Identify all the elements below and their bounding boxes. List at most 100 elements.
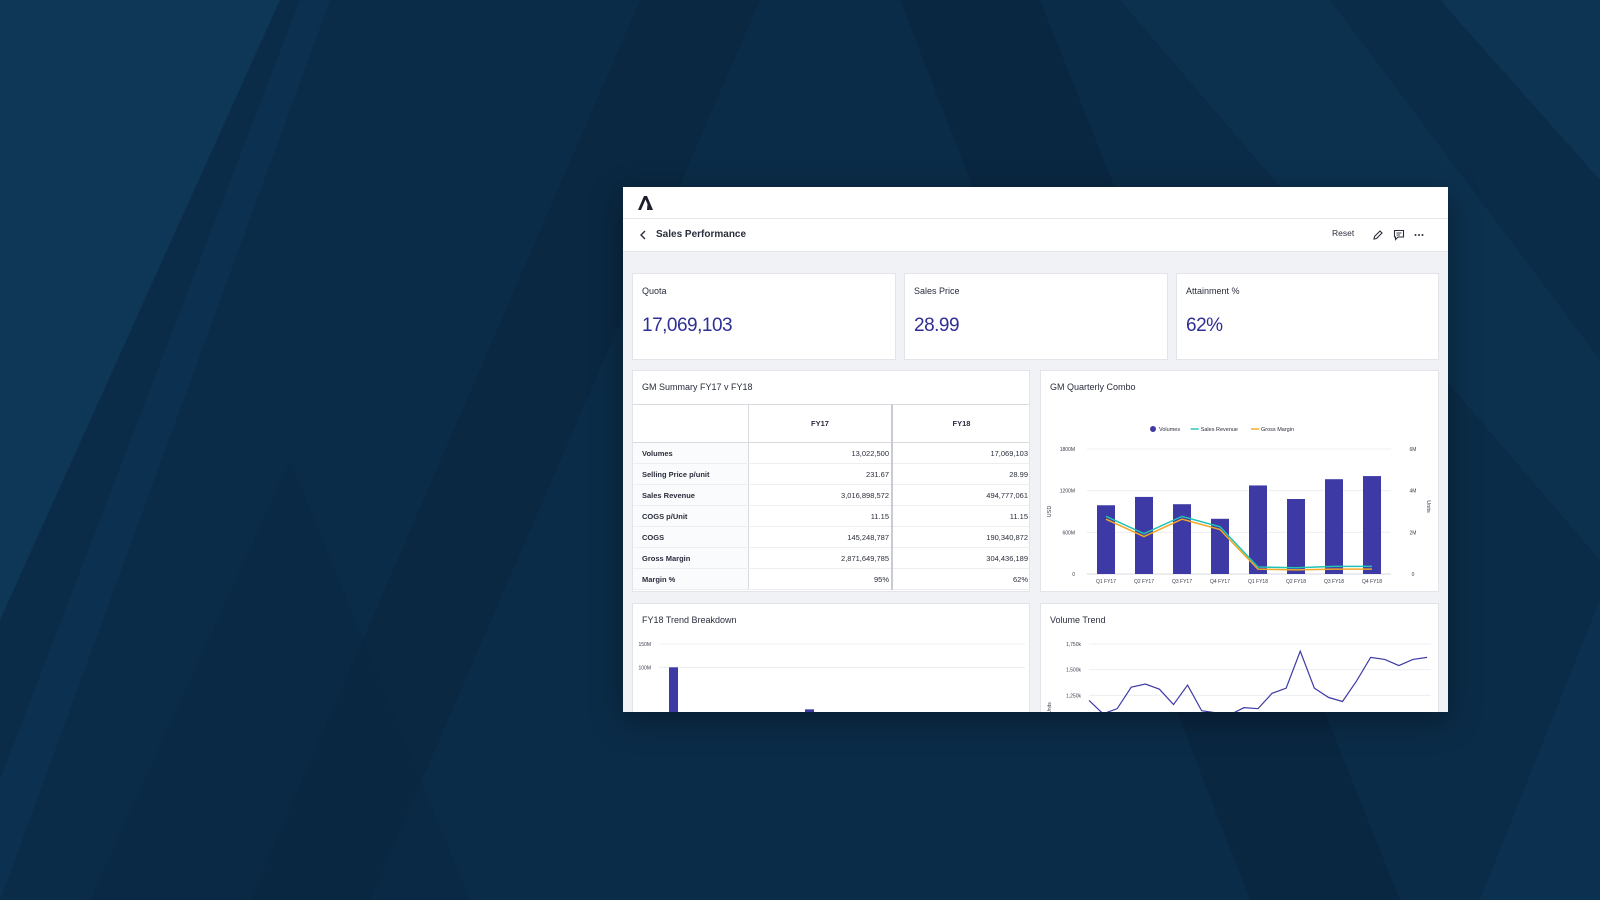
row-label: Sales Revenue [633,484,749,506]
row-label: Selling Price p/unit [633,463,749,485]
bar [805,709,814,712]
table-header-row: FY17 FY18 [633,404,1029,443]
card-title: FY18 Trend Breakdown [642,615,737,625]
row-label: COGS p/Unit [633,505,749,527]
table-row: COGS p/Unit 11.15 11.15 [633,505,1029,527]
x-tick-label: Q3 FY17 [1172,579,1192,585]
y2-tick-label: 6M [1410,447,1417,453]
x-tick-label: Q2 FY18 [1286,579,1306,585]
comment-icon[interactable] [1393,229,1405,241]
bar-volumes [1135,496,1153,574]
kpi-value: 28.99 [914,315,960,336]
fy18-trend-breakdown-card: FY18 Trend Breakdown 150M 100M [632,603,1030,712]
table-row: Sales Revenue 3,016,898,572 494,777,061 [633,484,1029,506]
table-row: Margin % 95% 62% [633,568,1029,590]
legend-label: Volumes [1159,427,1180,433]
top-bar [623,187,1448,219]
gm-summary-card: GM Summary FY17 v FY18 FY17 FY18 Volumes… [632,370,1030,592]
bar-volumes [1287,499,1305,574]
column-header-fy17: FY17 [748,404,893,443]
table-row: Gross Margin 2,871,649,785 304,436,189 [633,547,1029,569]
y-tick-label: 600M [1062,530,1075,536]
kpi-label: Quota [642,286,667,296]
cell-value: 3,016,898,572 [748,484,893,506]
card-title: Volume Trend [1050,615,1106,625]
y-tick-label: 1,750k [1066,642,1082,648]
cell-value: 62% [892,568,1029,590]
legend-marker [1150,426,1156,432]
cell-value: 11.15 [892,505,1029,527]
more-horizontal-icon[interactable] [1413,229,1425,241]
volume-trend-card: Volume Trend 1,750k 1,500k 1,250k Units [1040,603,1439,712]
brand-logo-icon[interactable] [638,196,654,210]
row-label: COGS [633,526,749,548]
cell-value: 13,022,500 [748,442,893,464]
fy18-trend-breakdown-chart: 150M 100M [638,642,1025,712]
bar-volumes [1097,505,1115,574]
bar-volumes [1363,476,1381,574]
legend-label: Sales Revenue [1201,427,1238,433]
line-volume [1088,649,1428,712]
cell-value: 2,871,649,785 [748,547,893,569]
y-tick-label: 0 [1072,572,1075,578]
row-label: Volumes [633,442,749,464]
card-title: GM Quarterly Combo [1050,382,1136,392]
y2-tick-label: 4M [1410,489,1417,495]
x-tick-label: Q1 FY17 [1096,579,1116,585]
cell-value: 145,248,787 [748,526,893,548]
volume-trend-chart: 1,750k 1,500k 1,250k Units [1047,642,1431,712]
row-label: Margin % [633,568,749,590]
gm-summary-table: FY17 FY18 Volumes 13,022,500 17,069,103 … [633,404,1029,590]
bar-volumes [1173,504,1191,574]
x-tick-label: Q1 FY18 [1248,579,1268,585]
page-title: Sales Performance [656,229,747,240]
y-axis-label: Units [1047,702,1053,712]
cell-value: 17,069,103 [892,442,1029,464]
bar [669,667,678,712]
x-tick-label: Q4 FY17 [1210,579,1230,585]
cell-value: 231.67 [748,463,893,485]
kpi-label: Sales Price [914,286,960,296]
line-sales-revenue [1105,515,1372,569]
y-tick-label: 1200M [1060,489,1075,495]
y-tick-label: 1800M [1060,447,1075,453]
y-axis-label: USD [1047,506,1053,518]
y2-axis-label: Units [1425,500,1431,513]
bar-volumes [1249,485,1267,574]
line-gross-margin [1105,518,1372,571]
y2-tick-label: 2M [1410,530,1417,536]
cell-value: 190,340,872 [892,526,1029,548]
x-tick-label: Q2 FY17 [1134,579,1154,585]
x-tick-label: Q3 FY18 [1324,579,1344,585]
gm-quarterly-combo-chart: 0 600M 1200M 1800M 0 2M 4M 6M USD Units Q1 FY17 Q2 … [1047,426,1431,585]
kpi-label: Attainment % [1186,286,1240,296]
reset-button[interactable]: Reset [1332,228,1355,238]
bar-volumes [1325,479,1343,574]
cell-value: 28.99 [892,463,1029,485]
chevron-left-icon[interactable] [636,227,650,243]
table-row: COGS 145,248,787 190,340,872 [633,526,1029,548]
cell-value: 494,777,061 [892,484,1029,506]
pencil-icon[interactable] [1372,229,1384,241]
y-tick-label: 150M [638,642,651,648]
y-tick-label: 1,250k [1066,693,1082,699]
page-header: Sales Performance Reset [623,219,1448,252]
kpi-value: 17,069,103 [642,315,733,336]
column-header [633,404,749,443]
cell-value: 11.15 [748,505,893,527]
legend-label: Gross Margin [1261,427,1294,433]
y-tick-label: 1,500k [1066,668,1082,674]
app-window: Sales Performance Reset Quota 17,069,103… [623,187,1448,712]
card-title: GM Summary FY17 v FY18 [642,382,753,392]
x-tick-label: Q4 FY18 [1362,579,1382,585]
column-header-fy18: FY18 [892,404,1029,443]
kpi-card-attainment: Attainment % 62% [1176,273,1439,360]
table-row: Selling Price p/unit 231.67 28.99 [633,463,1029,485]
kpi-card-sales-price: Sales Price 28.99 [904,273,1168,360]
y2-tick-label: 0 [1412,572,1415,578]
kpi-value: 62% [1186,315,1223,336]
cell-value: 304,436,189 [892,547,1029,569]
cell-value: 95% [748,568,893,590]
gm-quarterly-combo-card: GM Quarterly Combo 0 600M 1200M 1800M 0 2M 4M 6… [1040,370,1439,592]
y-tick-label: 100M [638,665,651,671]
